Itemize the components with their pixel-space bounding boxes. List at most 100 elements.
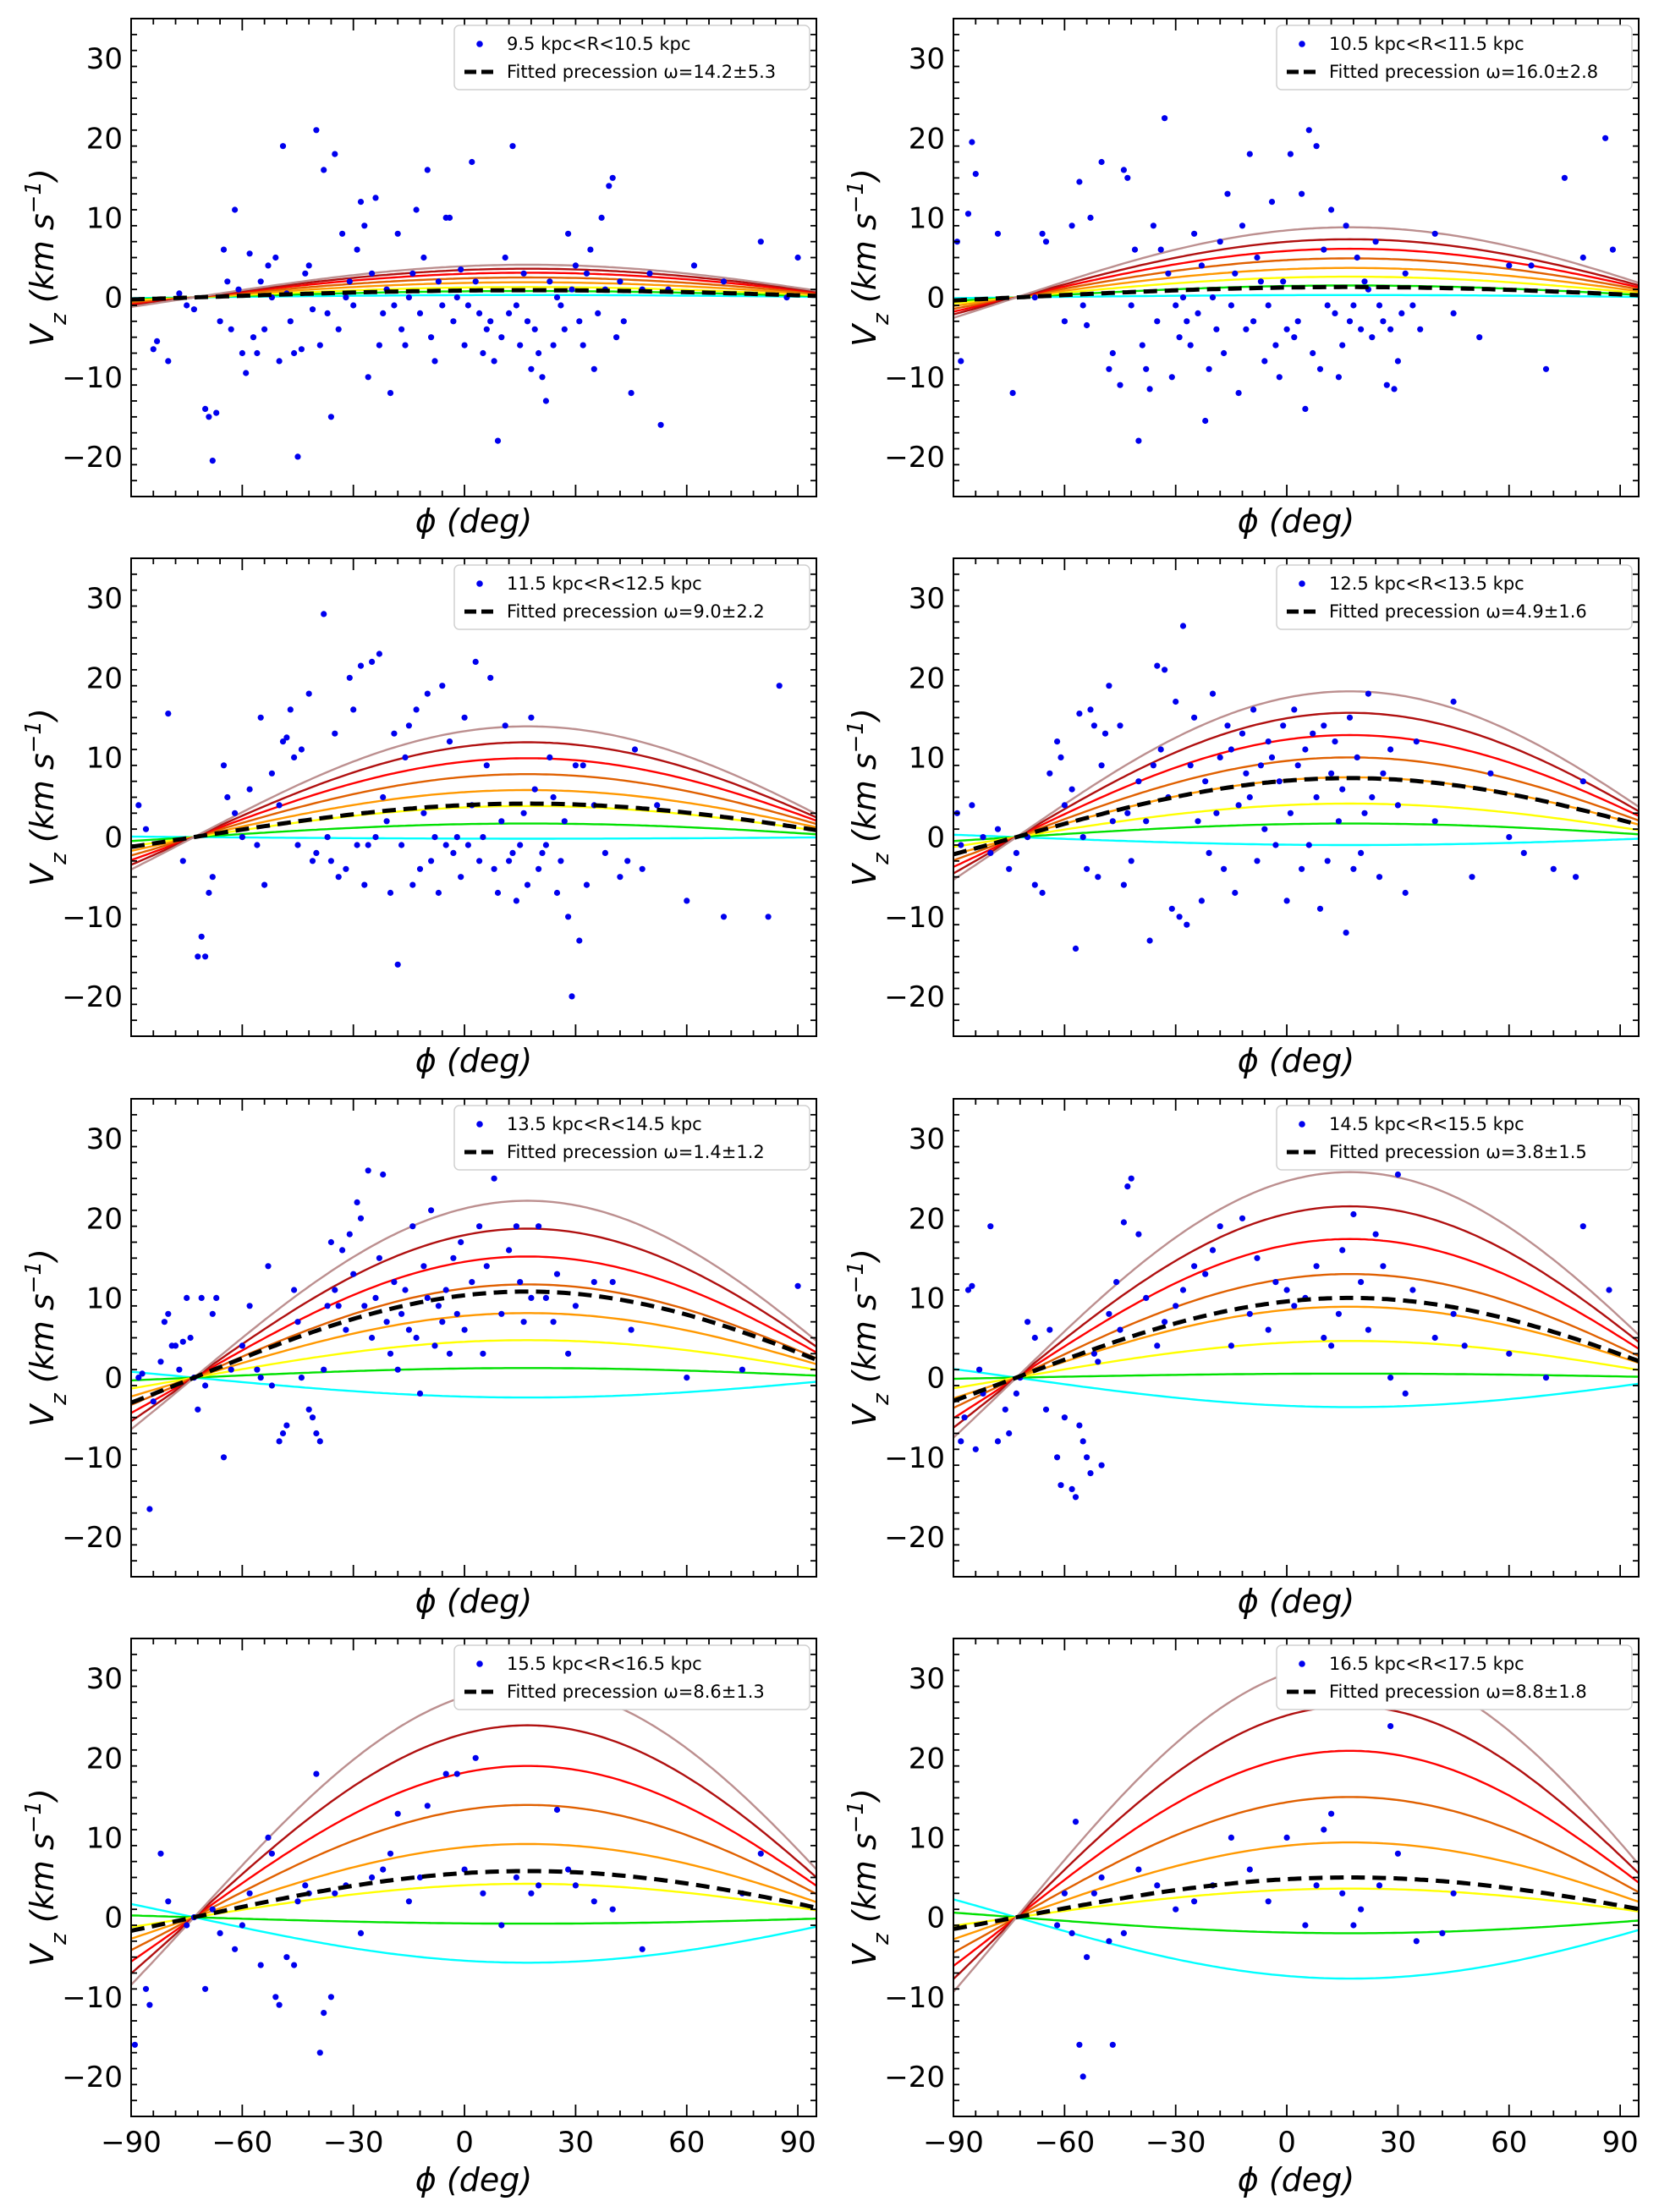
data-point [405,1326,412,1333]
model-curve [953,1340,1639,1390]
legend-label-fit: Fitted precession ω=4.9±1.6 [1329,601,1587,622]
data-point [509,143,516,150]
data-point [1335,1310,1342,1317]
data-point [520,270,527,277]
y-tick-label: 10 [909,1282,945,1315]
data-point [513,302,520,309]
data-point [283,1422,290,1429]
data-point [572,262,580,269]
data-point [1579,1223,1586,1230]
data-point [1124,1183,1131,1190]
data-point [302,270,309,277]
data-point [428,1207,435,1214]
data-point [1343,930,1349,936]
legend-label-data: 9.5 kpc<R<10.5 kpc [507,34,690,54]
legend-marker [476,1660,483,1667]
data-point [1372,1231,1379,1238]
data-point [458,874,464,881]
data-point [176,290,183,297]
data-point [1257,278,1264,285]
data-point [1387,746,1394,753]
data-point [413,1334,420,1342]
data-point [327,1238,334,1246]
y-tick-label: 10 [909,1821,945,1855]
data-point [446,738,453,745]
data-point [372,195,379,201]
legend-label-fit: Fitted precession ω=8.6±1.3 [507,1682,765,1702]
data-point [553,294,561,301]
data-point [1402,270,1409,277]
data-point [609,174,616,181]
data-point [520,1319,527,1326]
panel-6: −20 −10 0 10 20 30 ϕ (deg) Vz (km s−1) 14.5 kpc<… [843,1098,1640,1620]
data-point [1154,1342,1161,1349]
data-point [1254,1254,1261,1261]
data-point [1128,1175,1134,1182]
data-point [994,1438,1002,1445]
data-point [1261,358,1268,365]
data-point [250,334,257,341]
model-curve [131,1803,816,1951]
data-point [1391,386,1398,392]
data-point [1191,714,1198,721]
legend-label-data: 12.5 kpc<R<13.5 kpc [1329,574,1524,594]
data-point [513,1874,520,1881]
data-point [313,849,320,857]
data-point [1573,874,1579,881]
data-point [524,318,531,325]
data-point [357,199,365,206]
fitted-precession-curve [953,1875,1639,1931]
model-curve [131,1902,816,1964]
data-point [1184,318,1190,325]
model-curve [131,1914,816,1925]
y-axis-label: Vz (km s−1) [843,1249,894,1427]
data-point [509,849,516,857]
data-point [536,349,542,357]
model-curve [953,1171,1639,1439]
x-axis-label: ϕ (deg) [1238,1583,1354,1620]
model-curve [953,1841,1639,1940]
legend-label-data: 10.5 kpc<R<11.5 kpc [1329,34,1524,54]
data-point [339,1247,346,1254]
data-point [1268,754,1276,761]
data-point [165,1898,172,1905]
data-point [1173,1303,1179,1309]
data-point [1321,246,1327,253]
data-point [498,1310,505,1317]
data-point [279,738,287,745]
model-curve [953,238,1639,316]
data-point [587,246,594,253]
y-tick-label: −10 [62,361,123,395]
y-tick-label: 30 [86,1122,123,1156]
data-point [1250,706,1257,713]
data-point [1157,746,1164,753]
model-curve [131,1255,816,1414]
data-point [154,338,161,344]
data-point [424,1294,431,1301]
data-point [1376,874,1383,881]
data-point [1076,178,1083,185]
data-point [765,914,772,920]
data-point [372,1294,379,1301]
data-point [428,858,435,864]
data-point [135,802,142,809]
data-point [1198,262,1205,269]
data-point [553,1271,561,1277]
data-point [531,786,538,793]
data-point [1068,1929,1075,1936]
model-curve [953,1887,1639,1927]
data-point [598,214,605,221]
panel-2: −20 −10 0 10 20 30 ϕ (deg) Vz (km s−1) 10.5 kpc<… [843,18,1640,540]
y-tick-label: −20 [884,2061,945,2094]
data-point [513,897,520,904]
data-point [380,793,387,801]
legend: 16.5 kpc<R<17.5 kpc Fitted precession ω=8… [1276,1644,1633,1710]
data-point [131,2041,138,2048]
data-point [1339,786,1346,793]
data-point [376,1254,382,1261]
data-point [1413,738,1420,745]
model-curve [953,1898,1639,1980]
model-curve [131,1227,816,1423]
model-curve [131,788,816,852]
data-point [1310,349,1316,357]
